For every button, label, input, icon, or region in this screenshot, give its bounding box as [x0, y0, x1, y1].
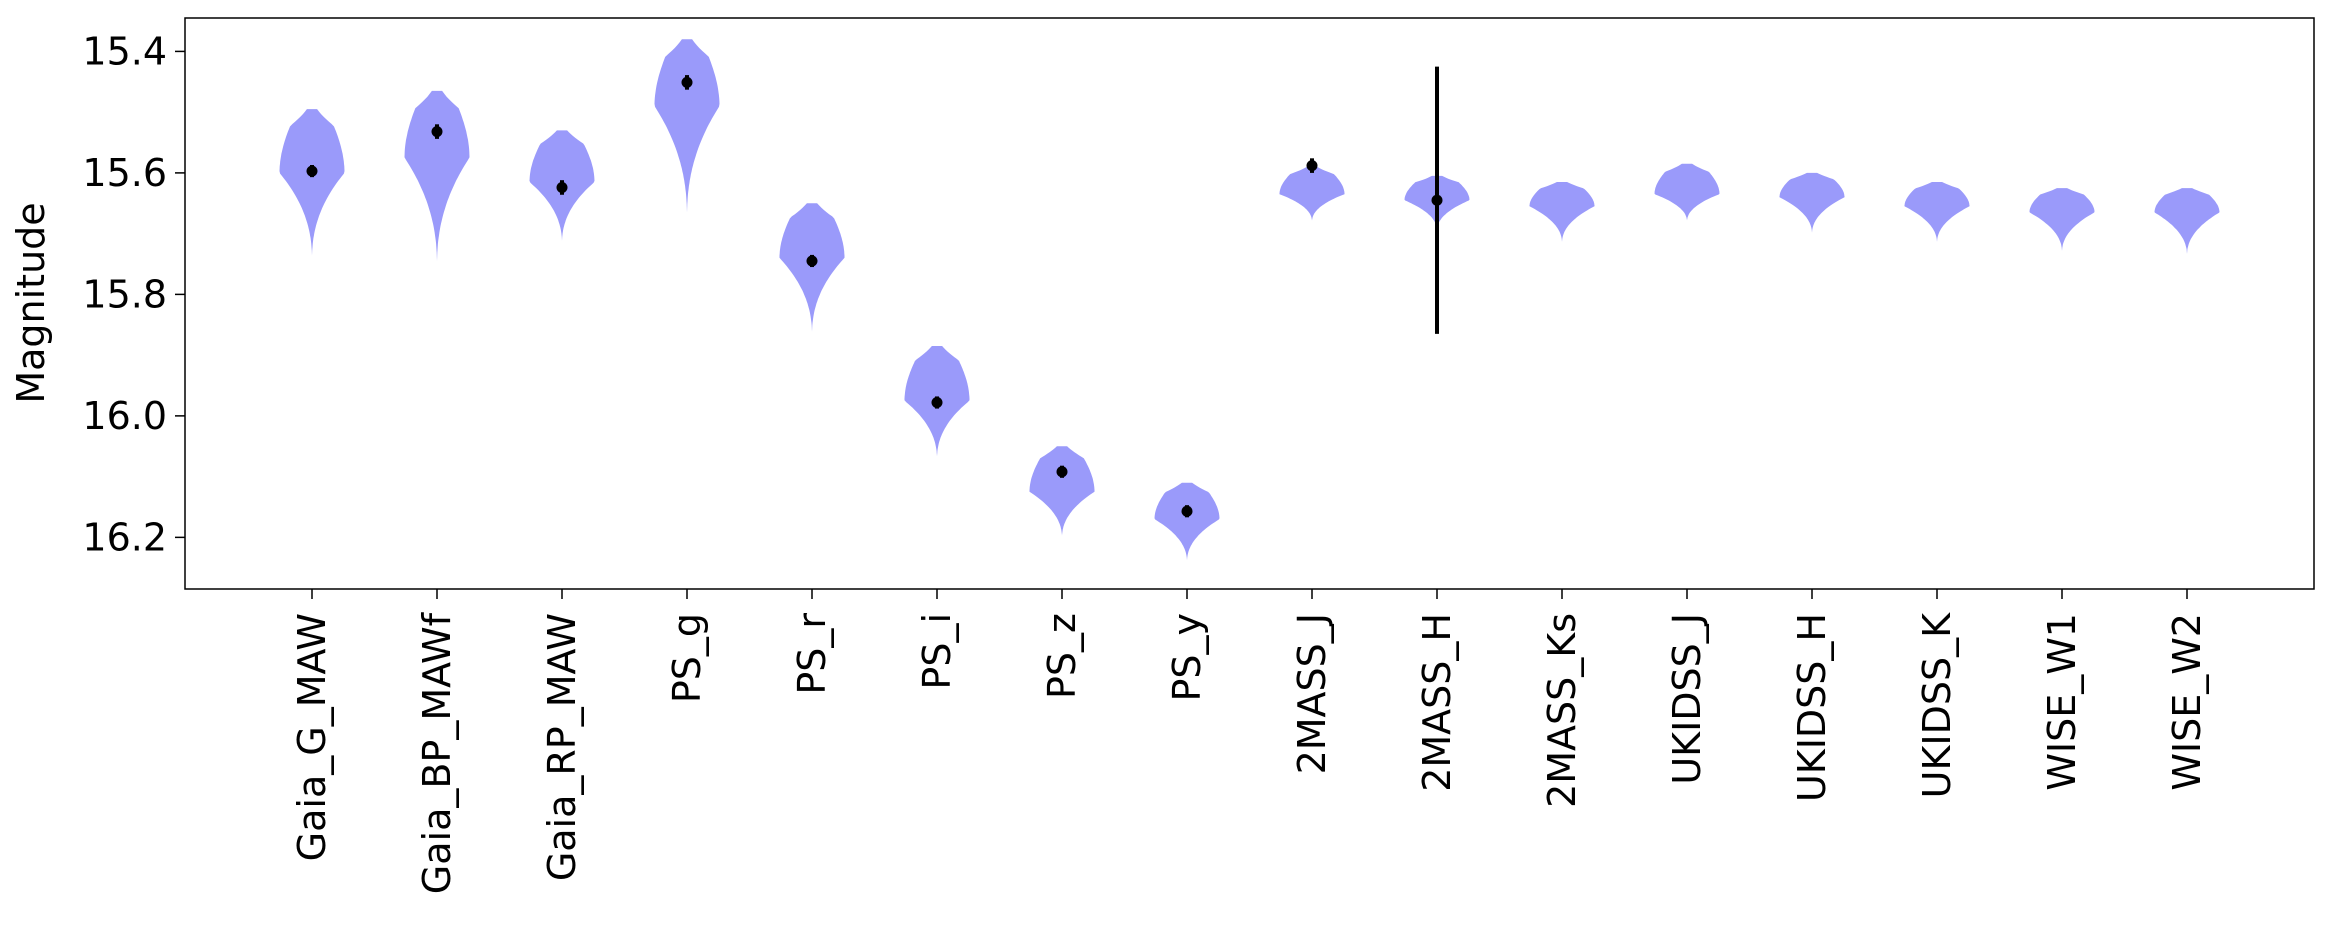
x-tick-label: Gaia_G_MAW — [290, 613, 334, 861]
violin-PS_g — [654, 39, 720, 216]
violin-Gaia_G_MAW — [279, 109, 345, 258]
y-tick-label: 16.2 — [82, 515, 167, 559]
y-axis: 15.4 15.6 15.8 16.0 16.2 — [82, 29, 185, 559]
x-tick-label: UKIDSS_J — [1665, 613, 1709, 785]
y-tick-label: 15.4 — [82, 29, 167, 73]
data-point — [1431, 194, 1443, 206]
x-tick-label: WISE_W1 — [2040, 613, 2084, 791]
x-tick-label: Gaia_RP_MAW — [540, 613, 584, 881]
violin-Gaia_BP_MAWf — [404, 90, 470, 264]
violin-layer — [279, 39, 2220, 562]
y-axis-label: Magnitude — [9, 202, 53, 403]
violin-UKIDSS_J — [1654, 163, 1720, 222]
x-tick-label: UKIDSS_H — [1790, 613, 1834, 802]
data-point — [931, 397, 943, 409]
data-point — [681, 76, 693, 88]
x-tick-label: 2MASS_J — [1290, 613, 1334, 774]
y-tick-label: 15.8 — [82, 272, 167, 316]
y-tick-label: 16.0 — [82, 394, 167, 438]
violin-PS_r — [779, 203, 845, 334]
x-tick-label: PS_g — [665, 613, 709, 703]
x-tick-label: PS_i — [915, 613, 959, 690]
violin-PS_z — [1029, 446, 1095, 538]
plot-frame — [184, 17, 2315, 590]
violin-UKIDSS_K — [1904, 182, 1970, 243]
x-tick-label: UKIDSS_K — [1915, 612, 1959, 798]
data-point — [1056, 466, 1068, 478]
violin-2MASS_J — [1279, 166, 1345, 222]
data-point — [1306, 160, 1318, 172]
violin-WISE_W2 — [2154, 188, 2220, 255]
x-axis: Gaia_G_MAW Gaia_BP_MAWf Gaia_RP_MAW PS_g PS_… — [290, 589, 2209, 894]
violin-2MASS_Ks — [1529, 182, 1595, 243]
data-point — [306, 165, 318, 177]
data-point — [806, 255, 818, 267]
x-tick-label: PS_r — [790, 613, 834, 695]
data-point — [556, 181, 568, 193]
x-tick-label: PS_z — [1040, 613, 1084, 699]
violin-UKIDSS_H — [1779, 172, 1845, 234]
x-tick-label: 2MASS_Ks — [1540, 613, 1584, 808]
data-point — [1181, 505, 1193, 517]
x-tick-label: WISE_W2 — [2165, 613, 2209, 791]
x-tick-label: Gaia_BP_MAWf — [415, 611, 459, 894]
x-tick-label: PS_y — [1165, 613, 1209, 702]
y-tick-label: 15.6 — [82, 151, 167, 195]
violin-WISE_W1 — [2029, 188, 2095, 252]
violin-PS_y — [1154, 482, 1220, 562]
x-tick-label: 2MASS_H — [1415, 613, 1459, 792]
data-point-layer — [306, 66, 1443, 518]
data-point — [431, 126, 443, 138]
